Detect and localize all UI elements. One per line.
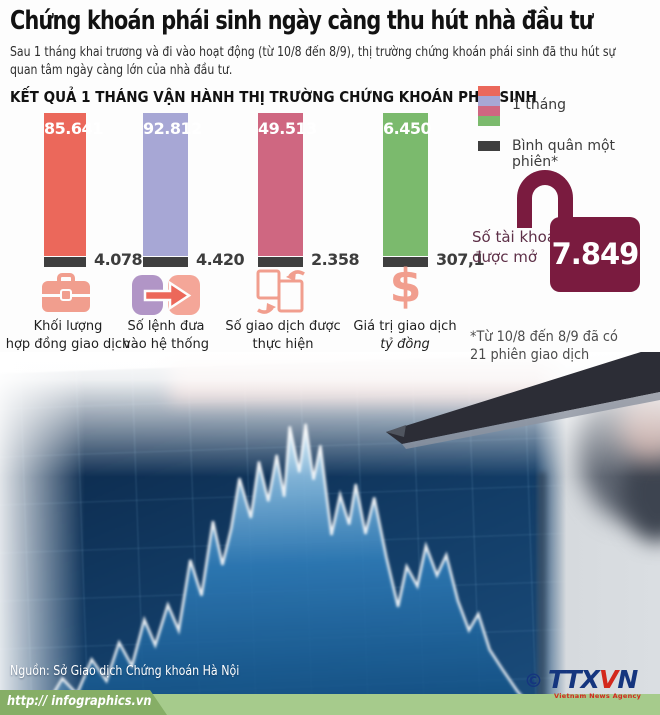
- pen-icon: [386, 352, 660, 449]
- briefcase-icon: [40, 272, 92, 318]
- order-transfer-icon: [132, 275, 200, 319]
- bar-trades-executed: 49.513: [258, 113, 317, 256]
- website-ribbon[interactable]: http:// infographics.vn: [0, 690, 167, 715]
- bar-label-trades: Số giao dịch được thực hiện: [225, 319, 341, 352]
- copyright-icon: ©: [524, 670, 543, 692]
- accounts-opened-label: Số tài khoản được mở: [472, 228, 566, 267]
- swatch-lavender: [478, 96, 500, 106]
- avg-bar-trade-value: [383, 257, 428, 267]
- bar-orders: 92.812: [143, 113, 202, 256]
- dollar-icon: $: [389, 259, 422, 313]
- legend-session-swatch: [478, 141, 500, 151]
- stock-chart-photo: [0, 352, 660, 715]
- bar-value: 49.513: [258, 119, 317, 138]
- bar-value: 6.450: [383, 119, 432, 138]
- legend-month-swatches: [478, 86, 500, 126]
- avg-bar-contract-volume: [44, 257, 86, 267]
- avg-bar-orders: [143, 257, 188, 267]
- accounts-opened-value: 7.849: [550, 217, 640, 292]
- photo-left-fade: [0, 352, 85, 715]
- bar-contract-volume: 85.641: [44, 113, 103, 256]
- swatch-green: [478, 116, 500, 126]
- footer-strip: [0, 694, 660, 715]
- footnote: *Từ 10/8 đến 8/9 đã có 21 phiên giao dịc…: [470, 329, 618, 364]
- bar-value: 85.641: [44, 119, 103, 138]
- swatch-red: [478, 86, 500, 96]
- bar-label-trade-value: Giá trị giao dịch tỷ đồng: [353, 319, 457, 352]
- avg-value: 4.420: [196, 250, 245, 269]
- legend-session-label: Bình quân một phiên*: [512, 138, 616, 170]
- avg-value: 307,1: [436, 250, 485, 269]
- screen-bezel: [538, 472, 546, 715]
- subtitle: Sau 1 tháng khai trương và đi vào hoạt đ…: [10, 44, 615, 80]
- bar-value: 92.812: [143, 119, 202, 138]
- legend-month-label: 1 tháng: [512, 97, 567, 113]
- padlock-shackle-icon: [517, 170, 573, 228]
- avg-bar-trades: [258, 257, 303, 267]
- avg-value: 4.078: [94, 250, 143, 269]
- website-url[interactable]: http:// infographics.vn: [7, 694, 152, 709]
- bar-trade-value: 6.450: [383, 113, 432, 256]
- bar-label-contract-volume: Khối lượng hợp đồng giao dịch: [5, 319, 131, 352]
- subtitle-line1: Sau 1 tháng khai trương và đi vào hoạt đ…: [10, 45, 616, 60]
- ttxvn-wordmark: TTXVN: [548, 665, 638, 694]
- ttxvn-subtitle: Vietnam News Agency: [554, 692, 642, 700]
- documents-exchange-icon: [254, 268, 310, 318]
- bar-label-orders: Số lệnh đưa vào hệ thống: [123, 319, 209, 352]
- subtitle-line2: quan tâm ngày càng lớn của nhà đầu tư.: [10, 63, 233, 79]
- page-title: Chứng khoán phái sinh ngày càng thu hút …: [10, 6, 594, 36]
- ttxvn-logo: © TTXVN Vietnam News Agency: [524, 665, 660, 705]
- avg-value: 2.358: [311, 250, 360, 269]
- source-credit: Nguồn: Sở Giao dịch Chứng khoán Hà Nội: [10, 664, 240, 679]
- section-title: KẾT QUẢ 1 THÁNG VẬN HÀNH THỊ TRƯỜNG CHỨN…: [10, 88, 537, 106]
- swatch-rose: [478, 106, 500, 116]
